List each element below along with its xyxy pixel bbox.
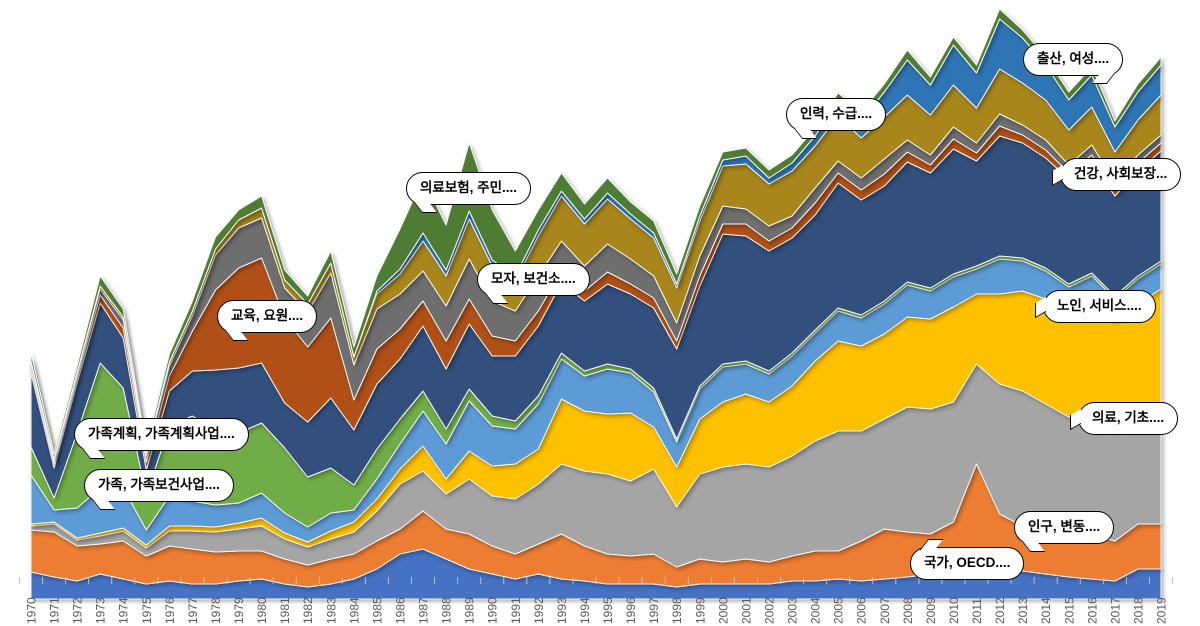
x-axis-label: 2006	[855, 597, 869, 624]
x-axis-label: 2004	[809, 597, 823, 624]
area-bands	[30, 8, 1162, 600]
x-axis-label: 2007	[878, 597, 892, 624]
x-axis-label: 1978	[209, 597, 223, 624]
data-callout-text: 인력, 수급....	[800, 106, 873, 121]
x-axis-label: 1996	[624, 597, 638, 624]
data-callout: 인구, 변동....	[1014, 511, 1115, 552]
x-axis-label: 1971	[48, 597, 62, 624]
x-axis-label: 1991	[509, 597, 523, 624]
data-callout: 의료보험, 주민....	[406, 172, 532, 213]
x-axis-label: 1990	[486, 597, 500, 624]
x-axis-label: 1970	[25, 597, 39, 624]
x-axis-label: 2019	[1155, 597, 1169, 624]
data-callout-text: 출산, 여성....	[1037, 51, 1110, 66]
data-callout-text: 의료, 기초....	[1092, 410, 1165, 425]
x-axis-label: 1988	[440, 597, 454, 624]
x-axis-label: 2003	[786, 597, 800, 624]
x-axis-label: 2009	[924, 597, 938, 624]
x-axis-label: 2011	[970, 598, 984, 624]
x-axis-label: 2013	[1016, 597, 1030, 624]
x-axis-label: 2002	[763, 597, 777, 624]
data-callout: 모자, 보건소....	[477, 263, 590, 304]
x-axis-labels: 1970 1971 1972 1973 1974 1975 1976 1977 1978 1979…	[25, 597, 1169, 624]
data-callout: 노인, 서비스....	[1035, 290, 1156, 323]
data-callout-text: 노인, 서비스....	[1057, 298, 1142, 313]
x-axis-label: 1983	[324, 597, 338, 624]
data-callout: 가족, 가족보건사업....	[84, 469, 234, 510]
data-callout-text: 의료보험, 주민....	[420, 180, 518, 195]
data-callout: 국가, OECD....	[910, 539, 1025, 580]
data-callout-text: 교육, 요원....	[231, 308, 304, 323]
data-callout: 인력, 수급....	[786, 98, 887, 139]
x-axis-label: 1973	[94, 597, 108, 624]
data-callout: 가족계획, 가족계획사업....	[74, 418, 249, 459]
x-axis-label: 1981	[278, 597, 292, 624]
x-axis-label: 2008	[901, 597, 915, 624]
x-axis-label: 1995	[601, 597, 615, 624]
x-axis-label: 2015	[1062, 597, 1076, 624]
x-axis-label: 1989	[463, 597, 477, 624]
x-axis-label: 1987	[417, 597, 431, 624]
x-axis-label: 1984	[347, 597, 361, 624]
data-callout: 교육, 요원....	[217, 300, 318, 341]
x-axis-label: 2017	[1108, 597, 1122, 624]
x-axis-label: 2016	[1085, 597, 1099, 624]
x-axis-label: 1979	[232, 597, 246, 624]
x-axis-ticks	[18, 577, 1174, 584]
data-callout-text: 국가, OECD....	[924, 555, 1011, 570]
x-axis-label: 1976	[163, 597, 177, 624]
data-callout-text: 모자, 보건소....	[491, 271, 576, 286]
x-axis-label: 1980	[255, 597, 269, 624]
x-axis-label: 1972	[71, 597, 85, 624]
x-axis-label: 1986	[394, 597, 408, 624]
x-axis-label: 1994	[578, 597, 592, 624]
x-axis-label: 2014	[1039, 597, 1053, 624]
x-axis-label: 1975	[140, 597, 154, 624]
x-axis-label: 2000	[716, 597, 730, 624]
x-axis-label: 1999	[693, 597, 707, 624]
x-axis-label: 1998	[670, 597, 684, 624]
data-callout-text: 가족계획, 가족계획사업....	[88, 426, 235, 441]
x-axis-label: 2010	[947, 597, 961, 624]
x-axis-label: 2005	[832, 597, 846, 624]
data-callout: 의료, 기초....	[1070, 402, 1179, 435]
x-axis-label: 1977	[186, 597, 200, 624]
x-axis-label: 1993	[555, 597, 569, 624]
data-callout-text: 건강, 사회보장...	[1074, 166, 1168, 181]
data-callout-text: 인구, 변동....	[1028, 519, 1101, 534]
data-callout-text: 가족, 가족보건사업....	[98, 477, 220, 492]
x-axis-label: 2012	[993, 597, 1007, 624]
x-axis-label: 1982	[301, 597, 315, 624]
x-axis-label: 2018	[1131, 597, 1145, 624]
x-axis-label: 1974	[117, 597, 131, 624]
x-axis-label: 1985	[370, 597, 384, 624]
x-axis-label: 2001	[739, 597, 753, 624]
x-axis-label: 1992	[532, 597, 546, 624]
data-callout: 건강, 사회보장...	[1052, 158, 1182, 191]
x-axis-label: 1997	[647, 597, 661, 624]
data-callout: 출산, 여성....	[1023, 43, 1124, 84]
